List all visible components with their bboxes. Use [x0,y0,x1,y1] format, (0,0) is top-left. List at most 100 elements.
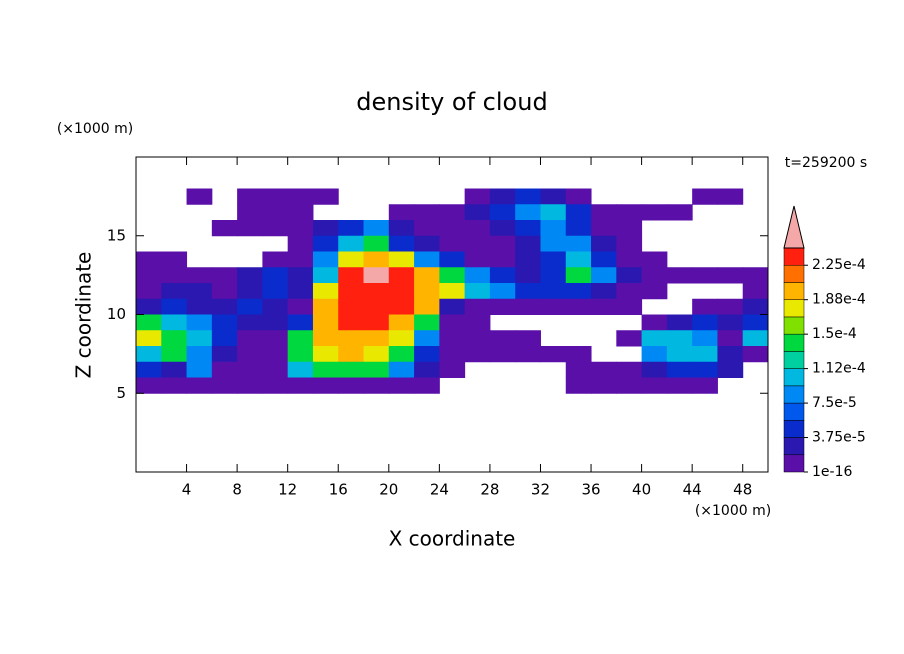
contour-cell [388,267,415,284]
contour-cell [515,283,541,300]
contour-cell [161,377,188,394]
contour-cell [312,283,339,300]
contour-cell [439,330,466,347]
contour-cell [591,283,617,300]
contour-cell [666,314,693,331]
contour-cell [262,330,289,347]
contour-cell [388,283,415,300]
contour-cell [388,251,415,268]
colorbar-segment [783,368,805,387]
contour-cell [464,298,491,315]
colorbar-segment [783,402,805,421]
contour-cell [464,251,491,268]
contour-cell [641,283,668,300]
contour-cell [363,267,390,284]
x-tick-label: 16 [329,481,348,499]
contour-cell [540,298,567,315]
contour-cell [515,220,541,237]
contour-cell [136,361,162,378]
contour-cell [287,377,314,394]
contour-cell [312,377,339,394]
contour-cell [742,314,769,331]
contour-cell [388,235,415,252]
contour-cell [641,330,668,347]
contour-cell [338,251,365,268]
contour-cell [439,361,466,378]
contour-cell [237,298,263,315]
contour-cell [591,204,617,221]
contour-cell [540,188,567,205]
contour-cell [616,220,643,237]
contour-cell [515,346,541,363]
contour-cell [464,235,491,252]
colorbar-segment [783,316,805,335]
contour-cell [136,298,162,315]
contour-cell [136,330,162,347]
x-tick-label: 8 [232,481,242,499]
x-tick-label: 40 [632,481,651,499]
contour-cell [717,188,744,205]
contour-cell [565,283,592,300]
colorbar-tick-label: 7.5e-5 [812,395,857,411]
contour-cell [161,314,188,331]
contour-cell [489,251,516,268]
contour-cell [262,283,289,300]
colorbar-tick-label: 2.25e-4 [812,257,866,273]
contour-cell [287,204,314,221]
x-tick-label: 24 [430,481,449,499]
contour-cell [565,204,592,221]
time-annotation: t=259200 s [785,155,867,171]
contour-cell [211,314,238,331]
contour-cell [262,298,289,315]
contour-cell [464,220,491,237]
contour-cell [211,283,238,300]
contour-cell [211,377,238,394]
contour-cell [186,188,213,205]
contour-cell [237,314,263,331]
contour-cell [666,204,693,221]
contour-cell [439,314,466,331]
contour-cell [641,346,668,363]
contour-cell [237,330,263,347]
contour-cell [363,220,390,237]
x-tick-label: 4 [182,481,192,499]
contour-cell [136,314,162,331]
colorbar-segment [783,454,805,473]
contour-cell [237,220,263,237]
contour-cell [287,314,314,331]
contour-cell [363,283,390,300]
x-tick-label: 28 [480,481,499,499]
contour-cell [489,204,516,221]
colorbar-tick-label: 1.12e-4 [812,361,866,377]
contour-cell [666,330,693,347]
contour-cell [338,298,365,315]
colorbar-segment [783,385,805,404]
contour-cell [237,204,263,221]
x-unit: (×1000 m) [695,503,771,519]
colorbar-segment [783,299,805,318]
contour-cell [414,220,440,237]
contour-cell [237,377,263,394]
contour-cell [439,267,466,284]
contour-cell [641,204,668,221]
contour-cell [692,314,718,331]
contour-cell [742,283,769,300]
contour-cell [338,220,365,237]
contour-cell [262,220,289,237]
contour-cell [287,330,314,347]
contour-cell [616,251,643,268]
contour-cell [717,361,744,378]
contour-cell [591,298,617,315]
x-tick-label: 20 [379,481,398,499]
contour-cell [287,346,314,363]
contour-cell [338,377,365,394]
contour-cell [136,251,162,268]
contour-cell [641,267,668,284]
contour-cell [338,283,365,300]
contour-cell [641,251,668,268]
contour-cell [717,267,744,284]
contour-cell [312,267,339,284]
contour-cell [363,314,390,331]
contour-cell [186,346,213,363]
contour-cell [388,204,415,221]
